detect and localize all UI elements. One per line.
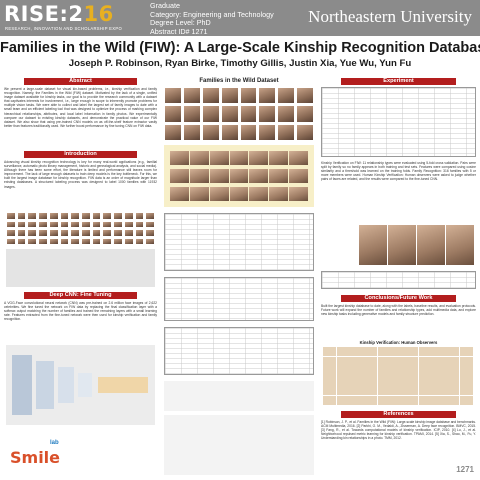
experiment-table [321,87,476,157]
section-header-deep-cnn: Deep CNN: Fine Tuning [24,292,137,299]
abstract-meta: Graduate Category: Engineering and Techn… [150,1,274,36]
university-name: Northeastern University [308,7,472,26]
results-table-3 [164,327,314,375]
family-tree-figure [164,145,314,207]
heatmap-title: Kinship Verification: Human Observers [359,340,438,345]
section-header-introduction: Introduction [24,151,137,158]
dataset-figure-title: Families in the Wild Dataset [199,78,279,84]
human-observer-heatmap [323,347,473,405]
rise-logo: RISE:216 [4,2,114,26]
column-right: Experiment Kinship Verification on FIW: … [319,75,478,480]
meta-line: Degree Level: PhD [150,18,211,28]
results-table-2 [164,277,314,321]
meta-line: Category: Engineering and Technology [150,9,274,19]
column-middle: Families in the Wild Dataset [162,75,316,480]
poster-title: Families in the Wild (FIW): A Large-Scal… [0,40,480,56]
section-header-experiment: Experiment [341,78,456,85]
smile-lab-logo: Smile lab [10,440,61,467]
results-table-1 [164,213,314,271]
sample-pairs-figure [164,415,314,475]
section-header-abstract: Abstract [24,78,137,85]
family-photo-collage [6,212,155,245]
poster-authors: Joseph P. Robinson, Ryan Birke, Timothy … [68,58,412,69]
human-vs-cnn-table [321,271,476,289]
experiment-text: Kinship Verification on FIW: 11 relation… [321,161,476,182]
header-banner: RISE:216 RESEARCH, INNOVATION AND SCHOLA… [0,0,480,36]
abstract-text: We present a large-scale dataset for vis… [4,87,157,128]
references-text: [1] Robinson, J. P., et al. Families in … [321,420,476,441]
label-tool-figure [6,249,155,287]
roc-figure [164,381,314,411]
introduction-text: Advancing visual kinship recognition tec… [4,160,157,189]
logo-subtitle: RESEARCH, INNOVATION AND SCHOLARSHIP EXP… [5,26,123,31]
cnn-architecture-figure [6,345,155,425]
poster-number: 1271 [456,465,474,474]
section-header-references: References [341,411,456,418]
kinship-pair-examples [359,225,474,265]
meta-line: Graduate [150,1,180,10]
conclusions-text: Built the largest kinship database to da… [321,304,476,317]
meta-line: Abstract ID# 1271 [150,26,208,36]
section-header-conclusions: Conclusions/Future Work [341,295,456,302]
fiw-family-photos [164,87,314,141]
deep-cnn-text: A VGG-Face convolutional neural network … [4,301,157,322]
column-left: Abstract We present a large-scale datase… [2,75,159,480]
